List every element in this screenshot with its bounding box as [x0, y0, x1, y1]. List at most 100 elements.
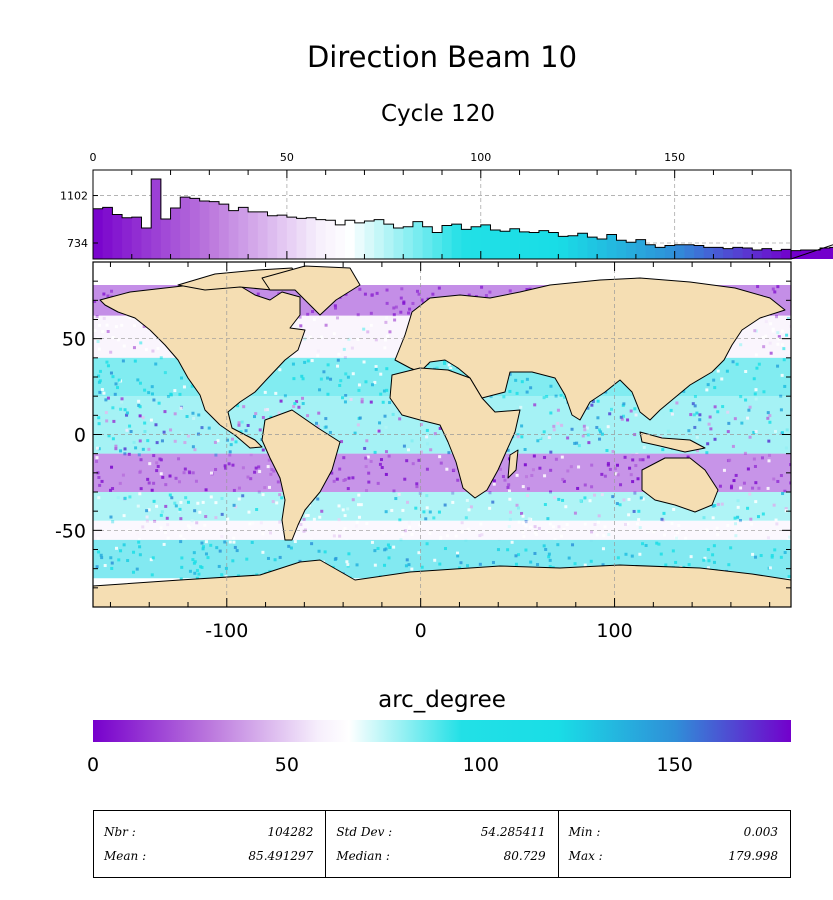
colorbar-tick-label: 150: [657, 754, 693, 776]
swath-sample: [306, 414, 310, 418]
swath-sample: [426, 442, 430, 446]
swath-sample: [271, 500, 275, 504]
swath-sample: [184, 496, 188, 500]
swath-sample: [514, 562, 518, 566]
histogram-bar: [771, 250, 782, 259]
swath-sample: [603, 525, 607, 529]
swath-sample: [439, 461, 443, 465]
swath-sample: [424, 517, 428, 521]
swath-sample: [761, 512, 765, 516]
swath-sample: [783, 551, 787, 555]
swath-sample: [754, 329, 758, 333]
histogram-bar: [732, 247, 743, 259]
swath-sample: [754, 555, 758, 559]
swath-sample: [319, 335, 323, 339]
swath-sample: [147, 508, 151, 512]
swath-sample: [417, 551, 421, 555]
swath-sample: [112, 419, 116, 423]
histogram-bar: [626, 242, 637, 259]
swath-sample: [467, 293, 471, 297]
swath-sample: [509, 510, 513, 514]
swath-sample: [730, 484, 734, 488]
histogram-bar: [257, 211, 268, 259]
swath-sample: [706, 566, 710, 570]
swath-sample: [258, 470, 262, 474]
histogram-bar: [577, 233, 588, 259]
swath-sample: [150, 488, 154, 492]
swath-sample: [569, 465, 573, 469]
swath-sample: [334, 306, 338, 310]
swath-sample: [316, 424, 320, 428]
swath-sample: [776, 285, 780, 289]
swath-sample: [304, 514, 308, 518]
swath-sample: [632, 509, 636, 513]
swath-sample: [388, 401, 392, 405]
swath-sample: [384, 472, 388, 476]
swath-sample: [299, 523, 303, 527]
swath-sample: [425, 467, 429, 471]
swath-sample: [652, 530, 656, 534]
swath-sample: [521, 521, 525, 525]
histogram-bar: [412, 221, 424, 259]
swath-sample: [638, 552, 642, 556]
histogram-bar: [267, 215, 278, 259]
swath-sample: [501, 475, 505, 479]
swath-sample: [386, 543, 390, 547]
swath-sample: [773, 290, 777, 294]
swath-sample: [357, 388, 361, 392]
swath-sample: [394, 497, 398, 501]
histogram-bar: [558, 236, 569, 259]
swath-sample: [199, 565, 203, 569]
swath-sample: [385, 316, 389, 320]
swath-sample: [641, 542, 645, 546]
swath-sample: [602, 534, 606, 538]
swath-sample: [392, 306, 396, 310]
swath-sample: [337, 504, 341, 508]
swath-sample: [312, 318, 316, 322]
swath-sample: [287, 544, 291, 548]
swath-sample: [114, 546, 118, 550]
swath-sample: [414, 506, 418, 510]
swath-sample: [380, 466, 384, 470]
swath-sample: [343, 514, 347, 518]
swath-sample: [415, 482, 419, 486]
swath-sample: [508, 517, 512, 521]
swath-sample: [438, 426, 442, 430]
swath-sample: [316, 497, 320, 501]
swath-sample: [744, 398, 748, 402]
swath-sample: [100, 556, 104, 560]
swath-sample: [438, 562, 442, 566]
histogram-bar: [141, 228, 152, 259]
swath-sample: [119, 407, 123, 411]
swath-sample: [466, 564, 470, 568]
swath-sample: [616, 473, 620, 477]
swath-sample: [110, 566, 114, 570]
swath-sample: [458, 566, 462, 570]
swath-sample: [508, 372, 512, 376]
swath-sample: [249, 477, 253, 481]
swath-sample: [766, 411, 770, 415]
histogram-bar: [422, 226, 433, 259]
histogram-bar: [538, 230, 550, 259]
swath-sample: [267, 458, 271, 462]
swath-sample: [364, 456, 368, 460]
swath-sample: [428, 510, 432, 514]
swath-sample: [729, 486, 733, 490]
swath-sample: [415, 289, 419, 293]
swath-sample: [565, 523, 569, 527]
swath-sample: [781, 492, 785, 496]
histogram-bar: [122, 217, 133, 259]
swath-sample: [97, 550, 101, 554]
swath-sample: [530, 473, 534, 477]
swath-sample: [759, 554, 763, 558]
swath-sample: [538, 435, 542, 439]
swath-sample: [116, 496, 120, 500]
swath-sample: [566, 469, 570, 473]
swath-sample: [747, 408, 751, 412]
swath-sample: [515, 473, 519, 477]
swath-sample: [585, 426, 589, 430]
histogram-bar: [645, 244, 656, 259]
swath-sample: [393, 318, 397, 322]
swath-sample: [547, 436, 551, 440]
swath-sample: [96, 537, 100, 541]
